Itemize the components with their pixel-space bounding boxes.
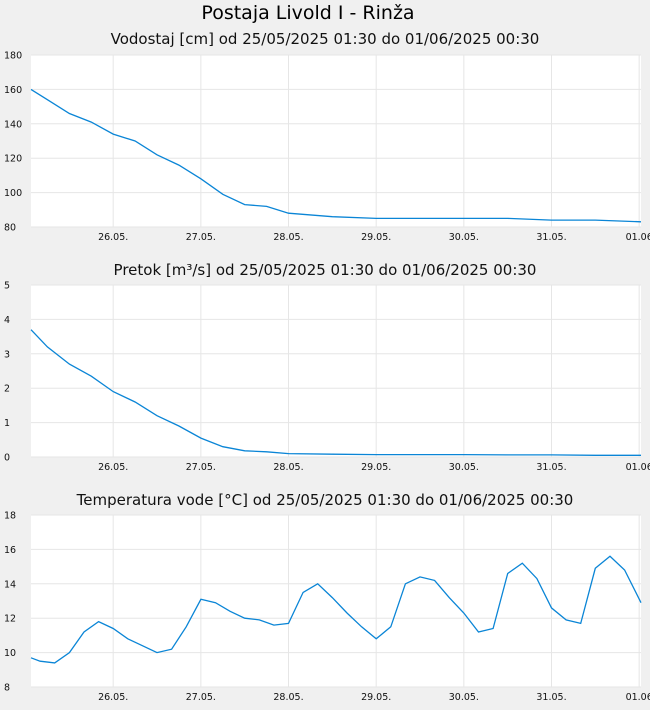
x-tick-label: 30.05. [449,462,479,473]
plot-area [31,285,641,457]
chart-title-temperatura: Temperatura vode [°C] od 25/05/2025 01:3… [76,491,574,509]
x-tick-label: 29.05. [361,232,391,243]
y-tick-label: 80 [4,223,16,234]
y-tick-label: 180 [4,51,22,62]
y-tick-label: 4 [4,315,10,326]
x-tick-label: 27.05. [186,232,216,243]
chart-title-pretok: Pretok [m³/s] od 25/05/2025 01:30 do 01/… [113,261,537,279]
y-tick-label: 120 [4,154,22,165]
x-tick-label: 01.06 [626,232,650,243]
y-tick-label: 140 [4,119,22,130]
y-tick-label: 16 [4,545,16,556]
x-tick-label: 27.05. [186,692,216,703]
x-tick-label: 31.05. [536,232,566,243]
y-tick-label: 10 [4,648,16,659]
series-line [30,88,642,223]
x-tick-label: 01.06 [626,462,650,473]
y-tick-label: 12 [4,614,16,625]
y-tick-label: 8 [4,683,10,694]
x-tick-label: 26.05. [98,462,128,473]
y-tick-label: 18 [4,511,16,522]
x-tick-label: 31.05. [536,692,566,703]
y-tick-label: 14 [4,579,16,590]
y-tick-label: 0 [4,453,10,464]
x-tick-label: 26.05. [98,692,128,703]
series-line [30,555,642,664]
chart-title-vodostaj: Vodostaj [cm] od 25/05/2025 01:30 do 01/… [110,30,540,48]
x-tick-label: 28.05. [273,232,303,243]
page-title: Postaja Livold I - Rinža [201,2,415,24]
x-tick-label: 28.05. [273,462,303,473]
y-tick-label: 1 [4,418,10,429]
x-tick-label: 30.05. [449,232,479,243]
y-tick-label: 160 [4,85,22,96]
x-tick-label: 01.06 [626,692,650,703]
series-line [30,329,641,456]
y-tick-label: 5 [4,281,10,292]
x-tick-label: 29.05. [361,692,391,703]
y-tick-label: 2 [4,384,10,395]
x-tick-label: 26.05. [98,232,128,243]
y-tick-label: 100 [4,188,22,199]
x-tick-label: 31.05. [536,462,566,473]
x-tick-label: 30.05. [449,692,479,703]
y-tick-label: 3 [4,349,10,360]
x-tick-label: 27.05. [186,462,216,473]
x-tick-label: 28.05. [273,692,303,703]
x-tick-label: 29.05. [361,462,391,473]
plot-area [31,55,641,227]
